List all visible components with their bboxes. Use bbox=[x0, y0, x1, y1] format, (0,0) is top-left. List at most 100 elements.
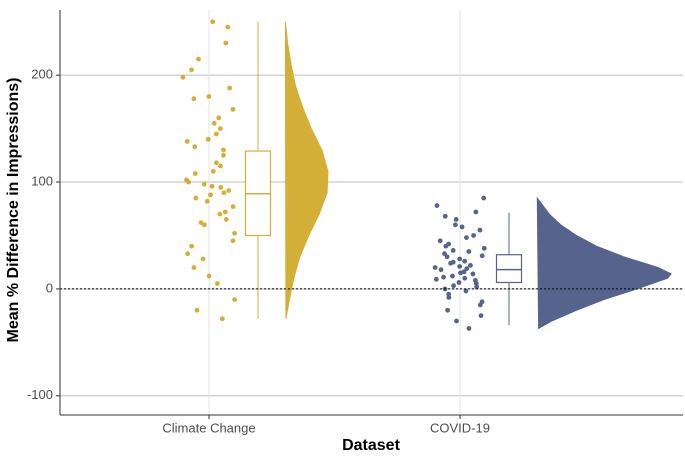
point bbox=[201, 181, 207, 187]
violin bbox=[536, 196, 672, 330]
point bbox=[222, 209, 228, 215]
point bbox=[186, 179, 192, 185]
point bbox=[221, 152, 226, 158]
point bbox=[457, 256, 463, 262]
point bbox=[464, 235, 469, 241]
point bbox=[446, 241, 452, 247]
point bbox=[470, 271, 476, 277]
point bbox=[445, 307, 451, 313]
point bbox=[221, 147, 226, 153]
point bbox=[211, 120, 217, 126]
point bbox=[218, 163, 223, 169]
point bbox=[473, 209, 479, 215]
point bbox=[200, 256, 206, 262]
point bbox=[226, 188, 232, 193]
point bbox=[185, 251, 191, 257]
point bbox=[230, 238, 236, 244]
y-axis-title: Mean % Difference in Impressions) bbox=[5, 78, 22, 343]
point bbox=[479, 253, 485, 259]
point bbox=[230, 204, 236, 210]
point bbox=[223, 40, 229, 46]
point bbox=[474, 284, 480, 290]
point bbox=[191, 96, 197, 102]
point bbox=[450, 273, 455, 279]
point bbox=[468, 262, 473, 268]
point bbox=[225, 24, 231, 30]
x-tick-label: Climate Change bbox=[162, 420, 255, 435]
y-tick-label: -100 bbox=[27, 387, 53, 402]
point bbox=[180, 74, 186, 80]
point bbox=[466, 326, 472, 331]
point bbox=[433, 276, 439, 282]
point bbox=[463, 288, 469, 294]
point bbox=[216, 115, 222, 121]
point bbox=[218, 184, 224, 190]
point bbox=[453, 217, 459, 222]
point bbox=[196, 56, 201, 62]
point bbox=[198, 220, 204, 226]
point bbox=[441, 274, 446, 280]
point bbox=[462, 275, 468, 281]
violin bbox=[284, 21, 329, 319]
point bbox=[457, 264, 463, 269]
point bbox=[189, 67, 194, 73]
point bbox=[454, 318, 459, 324]
x-tick-label: COVID-19 bbox=[430, 420, 490, 435]
point bbox=[477, 227, 483, 233]
point bbox=[464, 266, 470, 272]
point bbox=[217, 211, 223, 217]
point bbox=[217, 126, 223, 132]
point bbox=[456, 280, 462, 285]
point bbox=[193, 195, 199, 201]
x-axis-title: Dataset bbox=[342, 437, 400, 454]
point bbox=[453, 222, 458, 228]
point bbox=[219, 316, 225, 322]
point bbox=[206, 94, 212, 99]
point bbox=[444, 254, 450, 260]
point bbox=[442, 213, 448, 219]
point bbox=[462, 258, 468, 264]
point bbox=[230, 106, 236, 112]
point bbox=[191, 265, 197, 270]
point bbox=[210, 168, 216, 174]
point bbox=[481, 195, 487, 201]
point bbox=[210, 19, 216, 25]
point bbox=[446, 295, 452, 300]
point bbox=[461, 269, 467, 275]
point bbox=[442, 251, 447, 257]
y-tick-label: 0 bbox=[46, 280, 53, 295]
point bbox=[438, 267, 444, 273]
point bbox=[478, 313, 484, 319]
point bbox=[432, 265, 438, 270]
y-tick-label: 100 bbox=[31, 173, 53, 188]
point bbox=[223, 217, 229, 222]
point bbox=[471, 233, 476, 238]
point bbox=[232, 297, 238, 302]
y-tick-label: 200 bbox=[31, 67, 53, 82]
point bbox=[209, 183, 215, 189]
point bbox=[437, 238, 443, 244]
point bbox=[214, 160, 219, 166]
point bbox=[184, 139, 190, 144]
point bbox=[434, 203, 440, 208]
point bbox=[450, 248, 456, 253]
point bbox=[194, 307, 200, 313]
point bbox=[466, 249, 472, 254]
point bbox=[451, 283, 456, 289]
point bbox=[481, 245, 487, 251]
point bbox=[206, 273, 212, 279]
point bbox=[232, 230, 237, 236]
point bbox=[213, 131, 219, 137]
point bbox=[214, 281, 220, 286]
point bbox=[192, 171, 198, 176]
point bbox=[205, 136, 211, 142]
box bbox=[495, 254, 523, 284]
point bbox=[189, 243, 194, 249]
point bbox=[204, 198, 210, 204]
point bbox=[192, 144, 198, 150]
point bbox=[227, 85, 233, 91]
point bbox=[459, 224, 465, 230]
point bbox=[477, 302, 483, 308]
point bbox=[221, 190, 227, 196]
